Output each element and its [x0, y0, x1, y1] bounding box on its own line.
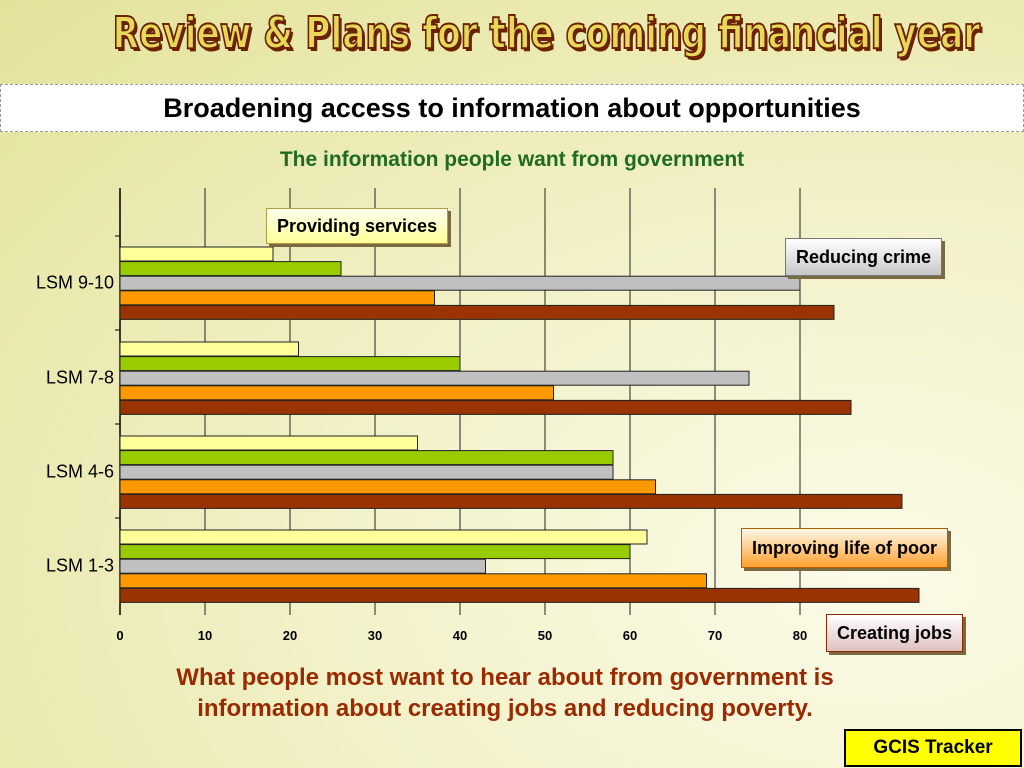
bar	[119, 573, 707, 589]
bar	[119, 385, 554, 401]
slide-title: Review & Plans for the coming financial …	[112, 7, 981, 60]
bar	[119, 261, 342, 277]
bar	[119, 370, 750, 386]
bar	[119, 558, 486, 574]
bar	[119, 450, 614, 466]
x-tick-label: 20	[283, 628, 297, 643]
bar	[119, 356, 461, 372]
legend-reducing-crime: Reducing crime	[785, 238, 943, 276]
bar	[119, 529, 648, 545]
legend-improving-life-of-poor: Improving life of poor	[741, 528, 948, 568]
legend-creating-jobs: Creating jobs	[826, 614, 964, 652]
bar	[119, 479, 656, 495]
legend-providing-services: Providing services	[266, 208, 449, 244]
slide-subtitle: Broadening access to information about o…	[0, 84, 1024, 132]
category-label: LSM 9-10	[36, 273, 114, 293]
category-label: LSM 1-3	[46, 556, 114, 576]
chart-title: The information people want from governm…	[279, 148, 745, 171]
x-tick-label: 10	[198, 628, 212, 643]
bar	[119, 304, 835, 320]
x-tick-label: 80	[793, 628, 807, 643]
bar	[119, 544, 631, 560]
footer-line-2: information about creating jobs and redu…	[197, 695, 813, 722]
bar	[119, 275, 801, 291]
x-tick-label: 70	[708, 628, 722, 643]
x-tick-label: 40	[453, 628, 467, 643]
x-tick-label: 30	[368, 628, 382, 643]
bar	[119, 435, 418, 451]
x-tick-label: 60	[623, 628, 637, 643]
bar	[119, 290, 435, 306]
gcis-tracker-badge: GCIS Tracker	[844, 729, 1022, 767]
bar	[119, 493, 903, 509]
category-label: LSM 4-6	[46, 462, 114, 482]
x-tick-label: 50	[538, 628, 552, 643]
bar	[119, 464, 614, 480]
bar	[119, 246, 274, 262]
x-tick-label: 0	[116, 628, 123, 643]
footer-line-1: What people most want to hear about from…	[176, 664, 834, 691]
bar	[119, 341, 299, 357]
category-label: LSM 7-8	[46, 368, 114, 388]
bar	[119, 587, 920, 603]
bar	[119, 399, 852, 415]
footer-text: What people most want to hear about from…	[60, 662, 950, 724]
